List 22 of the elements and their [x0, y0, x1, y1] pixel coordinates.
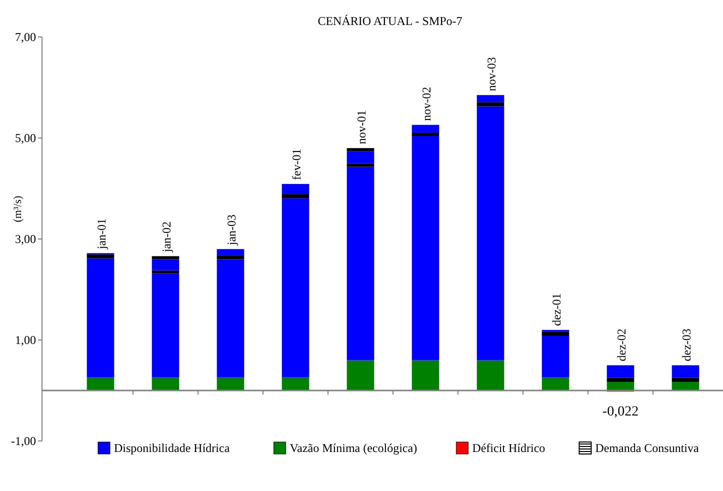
legend-label: Vazão Mínima (ecológica)	[290, 441, 418, 455]
x-tick-label: jan-01	[94, 218, 108, 250]
chart-title: CENÁRIO ATUAL - SMPo-7	[318, 14, 462, 28]
x-tick-label: jan-03	[224, 214, 238, 246]
y-tick-label: 3,00	[15, 232, 36, 246]
x-tick-label: dez-02	[614, 328, 628, 362]
legend-label: Demanda Consuntiva	[595, 441, 700, 455]
legend-label: Disponibilidade Hídrica	[114, 441, 230, 455]
y-tick-label: -1,00	[11, 434, 36, 448]
x-tick-label: nov-03	[484, 57, 498, 92]
x-tick-label: fev-01	[290, 148, 304, 180]
y-tick-label: 7,00	[15, 30, 36, 44]
y-axis-title: (m³/s)	[12, 195, 24, 222]
y-tick-label: 1,00	[15, 333, 36, 347]
x-tick-label: dez-03	[680, 328, 694, 362]
x-tick-label: dez-01	[550, 293, 564, 326]
legend-label: Déficit Hídrico	[472, 441, 546, 455]
y-tick-label: 5,00	[15, 131, 36, 145]
x-tick-label: nov-02	[420, 86, 434, 121]
x-tick-label: nov-01	[354, 110, 368, 144]
x-tick-label: jan-02	[160, 222, 174, 254]
data-label: -0,022	[602, 404, 639, 420]
